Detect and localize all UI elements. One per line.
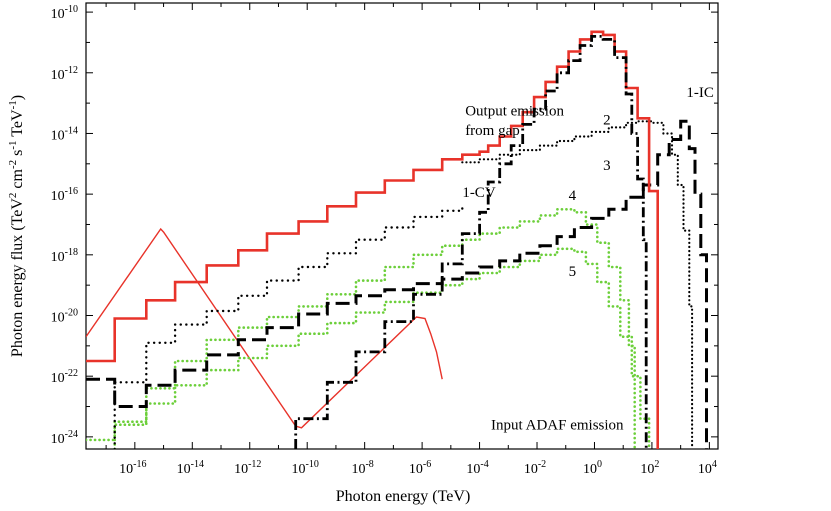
x-axis-label: Photon energy (TeV) <box>336 488 471 505</box>
series-line <box>294 35 648 449</box>
x-tick-label: 10-6 <box>409 459 431 477</box>
y-tick-label: 10-22 <box>51 368 78 386</box>
x-tick-label: 10-8 <box>351 459 373 477</box>
series-line <box>113 247 651 449</box>
series-line <box>86 227 443 429</box>
annotation-label: 5 <box>569 264 577 280</box>
y-tick-label: 10-20 <box>51 308 78 326</box>
annotation-label: 1-CV <box>462 185 496 201</box>
x-tick-label: 104 <box>698 459 717 477</box>
x-tick-label: 100 <box>583 459 602 477</box>
series-layer <box>86 30 708 449</box>
y-tick-label: 10-16 <box>51 186 78 204</box>
annotation-label: 4 <box>569 188 577 204</box>
y-tick-label: 10-10 <box>51 4 78 22</box>
x-tick-label: 10-12 <box>234 459 261 477</box>
y-axis-label: Photon energy flux (TeV2 cm-2 s-1 TeV-1) <box>7 95 26 357</box>
tick-labels: 10-16 10-14 10-12 10-10 10-8 10-6 10-4 10-2 100 1… <box>51 4 717 477</box>
plot-frame <box>85 2 719 450</box>
annotation-label: Input ADAF emission <box>491 417 624 433</box>
axis-ticks <box>86 3 718 449</box>
annotation-label: 3 <box>603 158 611 174</box>
annotations: Output emission from gap Input ADAF emissi… <box>462 85 714 433</box>
annotation-label: 2 <box>603 112 611 128</box>
x-tick-label: 102 <box>640 459 659 477</box>
series-line <box>113 206 464 449</box>
annotation-label: 1-IC <box>686 85 714 101</box>
x-tick-label: 10-16 <box>119 459 146 477</box>
x-tick-label: 10-10 <box>292 459 319 477</box>
series-line <box>86 30 660 449</box>
x-tick-label: 10-2 <box>524 459 546 477</box>
x-tick-label: 10-14 <box>177 459 204 477</box>
annotation-label: Output emission <box>465 103 564 119</box>
y-tick-label: 10-14 <box>51 125 78 143</box>
series-line <box>86 119 708 449</box>
x-tick-label: 10-4 <box>466 459 488 477</box>
y-tick-label: 10-24 <box>51 429 78 447</box>
y-tick-label: 10-12 <box>51 65 78 83</box>
annotation-label: from gap <box>465 123 520 139</box>
y-tick-label: 10-18 <box>51 247 78 265</box>
